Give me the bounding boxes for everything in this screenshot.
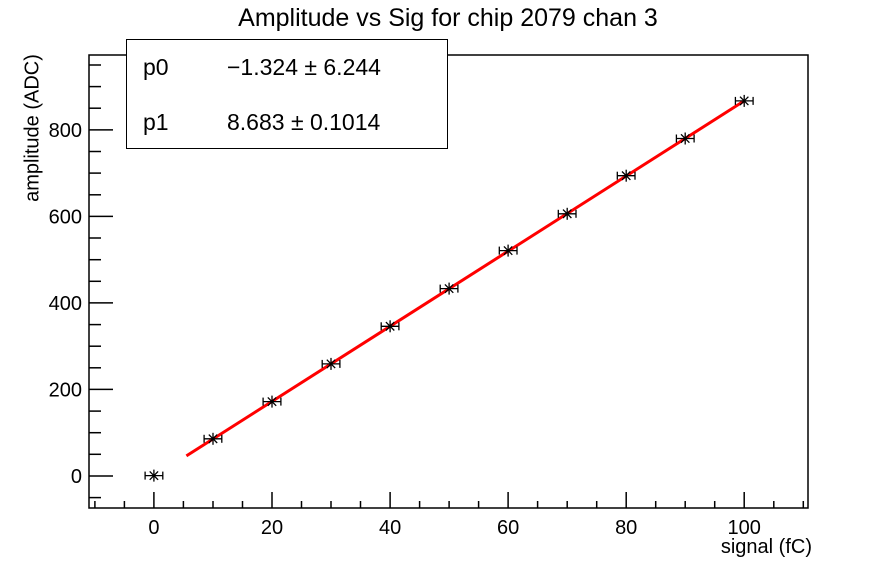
svg-text:800: 800 [49,120,82,142]
fit-stats-box: p0 −1.324 ± 6.244 p1 8.683 ± 0.1014 [126,39,448,149]
data-point [616,169,636,182]
y-tick-labels: 0 200 400 600 800 [49,120,82,488]
y-axis-ticks [89,64,113,499]
data-points [144,94,754,482]
y-axis-title: amplitude (ADC) [21,54,44,202]
param-name-p0: p0 [143,54,169,80]
svg-text:600: 600 [49,206,82,228]
param-name-p1: p1 [143,109,169,135]
chart-title: Amplitude vs Sig for chip 2079 chan 3 [238,4,658,32]
stats-row-p1: p1 8.683 ± 0.1014 [127,95,447,150]
svg-text:200: 200 [49,379,82,401]
svg-text:40: 40 [379,517,401,539]
svg-text:0: 0 [71,466,82,488]
x-axis-ticks [94,492,805,508]
svg-text:400: 400 [49,293,82,315]
data-point [557,207,577,220]
param-value-p0: −1.324 ± 6.244 [227,54,381,80]
x-axis-title: signal (fC) [720,536,812,558]
svg-text:0: 0 [148,517,159,539]
x-tick-labels: 0 20 40 60 80 100 [148,517,761,539]
data-point [734,94,754,107]
data-point [498,244,518,257]
param-value-p1: 8.683 ± 0.1014 [227,109,381,135]
stats-row-p0: p0 −1.324 ± 6.244 [127,40,447,95]
data-point [439,282,459,295]
data-point [380,320,400,333]
data-point [321,357,341,370]
svg-text:100: 100 [728,517,761,539]
svg-text:80: 80 [615,517,637,539]
data-point [144,469,164,482]
data-point [262,395,282,408]
fit-line [185,99,746,458]
svg-text:60: 60 [497,517,519,539]
data-point [203,432,223,445]
data-point [675,132,695,145]
svg-text:20: 20 [261,517,283,539]
